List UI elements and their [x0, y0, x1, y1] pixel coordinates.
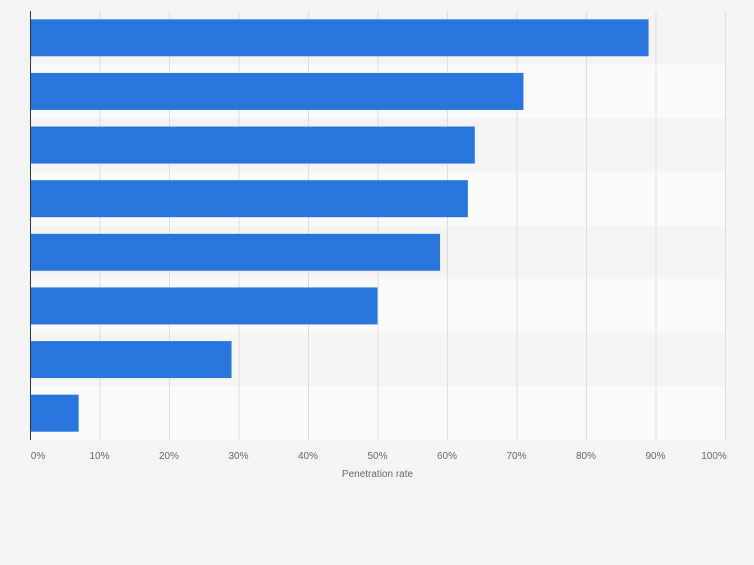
x-axis-label: Penetration rate — [342, 469, 414, 480]
bar — [30, 180, 468, 218]
x-tick-label: 100% — [701, 451, 727, 462]
bar — [30, 233, 441, 271]
bar — [30, 394, 79, 432]
x-tick-label: 20% — [159, 451, 179, 462]
bars — [30, 19, 649, 432]
x-tick-label: 60% — [437, 451, 457, 462]
bar — [30, 287, 378, 325]
x-tick-label: 50% — [367, 451, 387, 462]
bar — [30, 341, 232, 379]
x-tick-label: 10% — [89, 451, 109, 462]
bar — [30, 72, 524, 110]
x-tick-label: 80% — [576, 451, 596, 462]
x-tick-label: 30% — [228, 451, 248, 462]
x-tick-label: 70% — [506, 451, 526, 462]
x-tick-label: 40% — [298, 451, 318, 462]
bar — [30, 19, 649, 57]
x-tick-labels: 0% 10% 20% 30% 40% 50% 60% 70% 80% 90% 100% — [31, 451, 727, 462]
x-tick-label: 0% — [31, 451, 46, 462]
bar — [30, 126, 475, 164]
x-tick-label: 90% — [645, 451, 665, 462]
